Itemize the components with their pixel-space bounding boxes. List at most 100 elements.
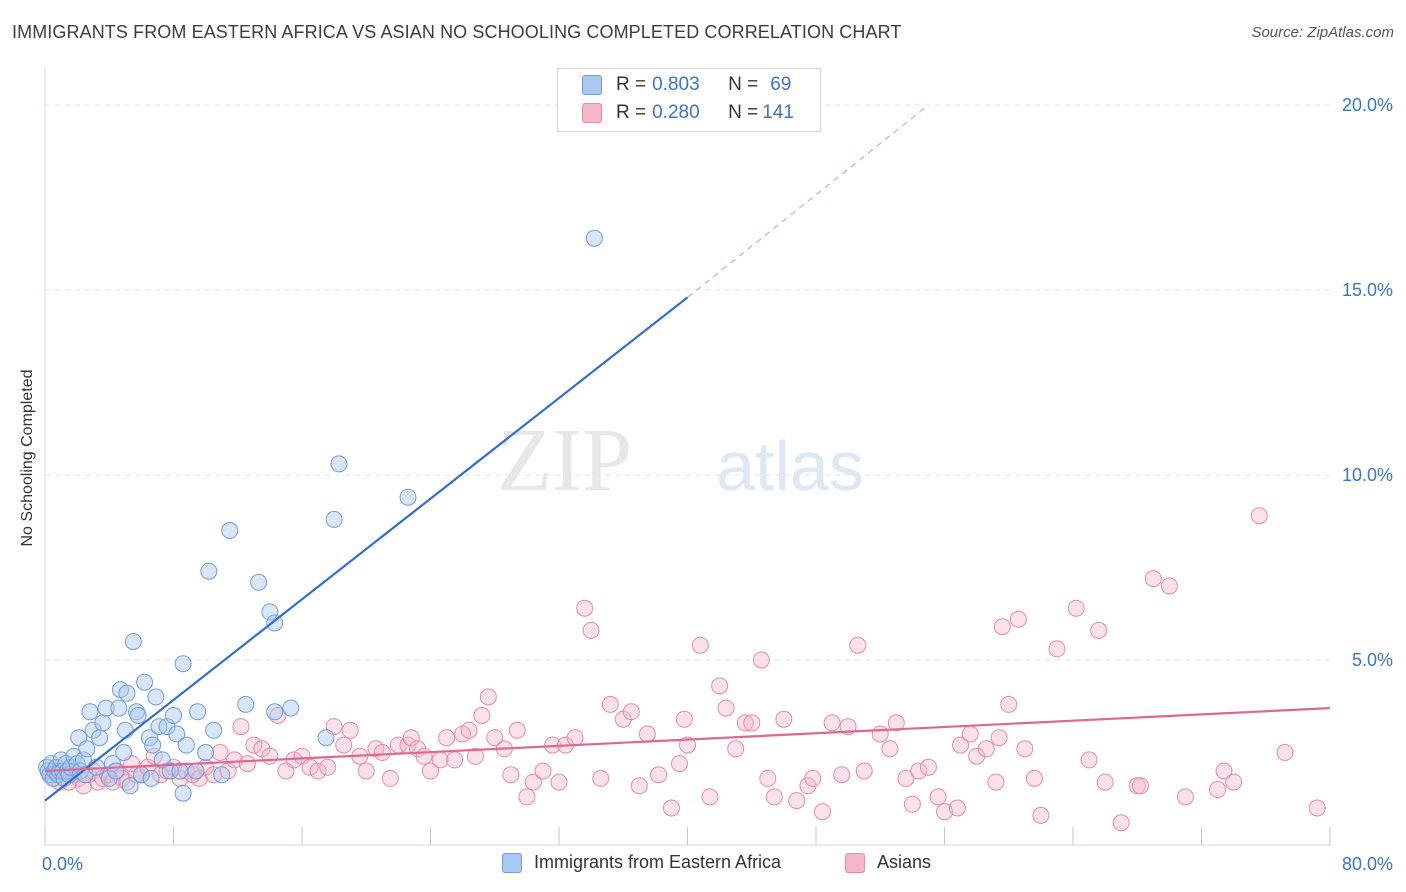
grid-lines xyxy=(45,104,1330,661)
eastern-africa-point xyxy=(121,777,139,795)
asians-point xyxy=(788,792,806,810)
eastern-africa-point xyxy=(81,703,99,721)
x-tick-label: 0.0% xyxy=(42,854,83,874)
eastern-africa-point xyxy=(161,762,179,780)
eastern-africa-point xyxy=(200,562,218,580)
asians-point xyxy=(887,714,905,732)
asians-point xyxy=(871,725,889,743)
asians-point xyxy=(226,751,244,769)
eastern-africa-point xyxy=(585,229,603,247)
asians-point xyxy=(381,769,399,787)
asians-points xyxy=(41,507,1326,832)
asians-point xyxy=(1160,577,1178,595)
asians-point xyxy=(524,773,542,791)
legend-row-asians: R = 0.280 N = 141 xyxy=(582,101,794,125)
asians-point xyxy=(833,766,851,784)
eastern-africa-point xyxy=(94,714,112,732)
eastern-africa-point xyxy=(261,603,279,621)
asians-point xyxy=(431,751,449,769)
watermark-atlas: atlas xyxy=(716,427,864,505)
eastern-africa-point xyxy=(174,655,192,673)
eastern-africa-point xyxy=(317,729,335,747)
watermark-zip: ZIP xyxy=(497,411,632,510)
asians-point xyxy=(319,758,337,776)
asians-point xyxy=(145,747,163,765)
asians-point xyxy=(1144,570,1162,588)
asians-point xyxy=(1250,507,1268,525)
eastern-africa-point xyxy=(266,614,284,632)
asians-point xyxy=(1112,814,1130,832)
asians-point xyxy=(534,762,552,780)
eastern-africa-point xyxy=(142,769,160,787)
asians-point xyxy=(765,788,783,806)
asians-point xyxy=(1009,610,1027,628)
asians-point xyxy=(638,725,656,743)
y-tick-label: 5.0% xyxy=(1352,650,1393,670)
asians-point xyxy=(473,707,491,724)
asians-point xyxy=(373,744,391,761)
legend-n-label: N = xyxy=(728,102,759,123)
eastern-africa-point xyxy=(129,707,147,724)
asians-point xyxy=(446,751,464,769)
eastern-africa-point xyxy=(124,633,142,650)
eastern-africa-point xyxy=(174,784,192,802)
asians-point xyxy=(743,714,761,732)
asians-point xyxy=(630,777,648,795)
asians-point xyxy=(1080,751,1098,769)
eastern-africa-point xyxy=(399,488,417,506)
asians-point xyxy=(813,803,831,821)
asians-point xyxy=(261,747,279,765)
asians-point xyxy=(993,618,1011,636)
legend-swatch-pink xyxy=(845,852,865,873)
eastern-africa-point xyxy=(115,744,133,761)
asians-point xyxy=(849,636,867,654)
legend-r-label: R = xyxy=(616,74,647,95)
correlation-legend: R = 0.803 N = 69 R = 0.280 N = 141 xyxy=(557,68,821,132)
asians-point xyxy=(479,688,497,706)
asians-point xyxy=(518,788,536,806)
legend-n-value: 69 xyxy=(770,74,792,95)
eastern-africa-point xyxy=(282,699,300,717)
asians-point xyxy=(759,769,777,787)
asians-point xyxy=(1096,773,1114,791)
asians-point xyxy=(752,651,770,669)
asians-point xyxy=(508,721,526,739)
asians-point xyxy=(1131,777,1149,795)
eastern-africa-point xyxy=(116,721,134,739)
asians-point xyxy=(1090,621,1108,639)
eastern-africa-point xyxy=(118,684,136,702)
asians-point xyxy=(576,599,594,617)
asians-point xyxy=(736,714,754,732)
asians-point xyxy=(711,677,729,695)
eastern-africa-point xyxy=(213,766,231,784)
asians-point xyxy=(919,758,937,776)
eastern-africa-point xyxy=(91,729,109,747)
asians-point xyxy=(301,758,319,776)
eastern-africa-point xyxy=(165,707,182,724)
y-tick-label: 20.0% xyxy=(1342,95,1393,115)
eastern-africa-point xyxy=(187,762,205,780)
eastern-africa-point xyxy=(205,721,223,739)
eastern-africa-point xyxy=(107,762,125,780)
asians-point xyxy=(1276,744,1294,761)
asians-point xyxy=(245,736,263,754)
asians-point xyxy=(341,721,359,739)
asians-point xyxy=(309,762,327,780)
asians-point xyxy=(1025,769,1043,787)
asians-point xyxy=(948,799,966,817)
eastern-africa-point xyxy=(250,573,268,591)
legend-item-eastern-africa: Immigrants from Eastern Africa xyxy=(502,852,781,873)
asians-point xyxy=(679,736,696,754)
asians-point xyxy=(823,714,841,732)
eastern-africa-point xyxy=(75,751,93,769)
eastern-africa-point xyxy=(189,703,207,721)
asians-point xyxy=(1067,599,1085,617)
legend-n-label: N = xyxy=(728,74,759,95)
eastern-africa-trend-extension xyxy=(687,104,929,298)
asians-point xyxy=(675,710,693,728)
asians-point xyxy=(701,788,719,806)
legend-swatch-blue xyxy=(502,852,522,873)
asians-point xyxy=(691,636,709,654)
eastern-africa-point xyxy=(168,725,186,743)
asians-point xyxy=(897,769,915,787)
